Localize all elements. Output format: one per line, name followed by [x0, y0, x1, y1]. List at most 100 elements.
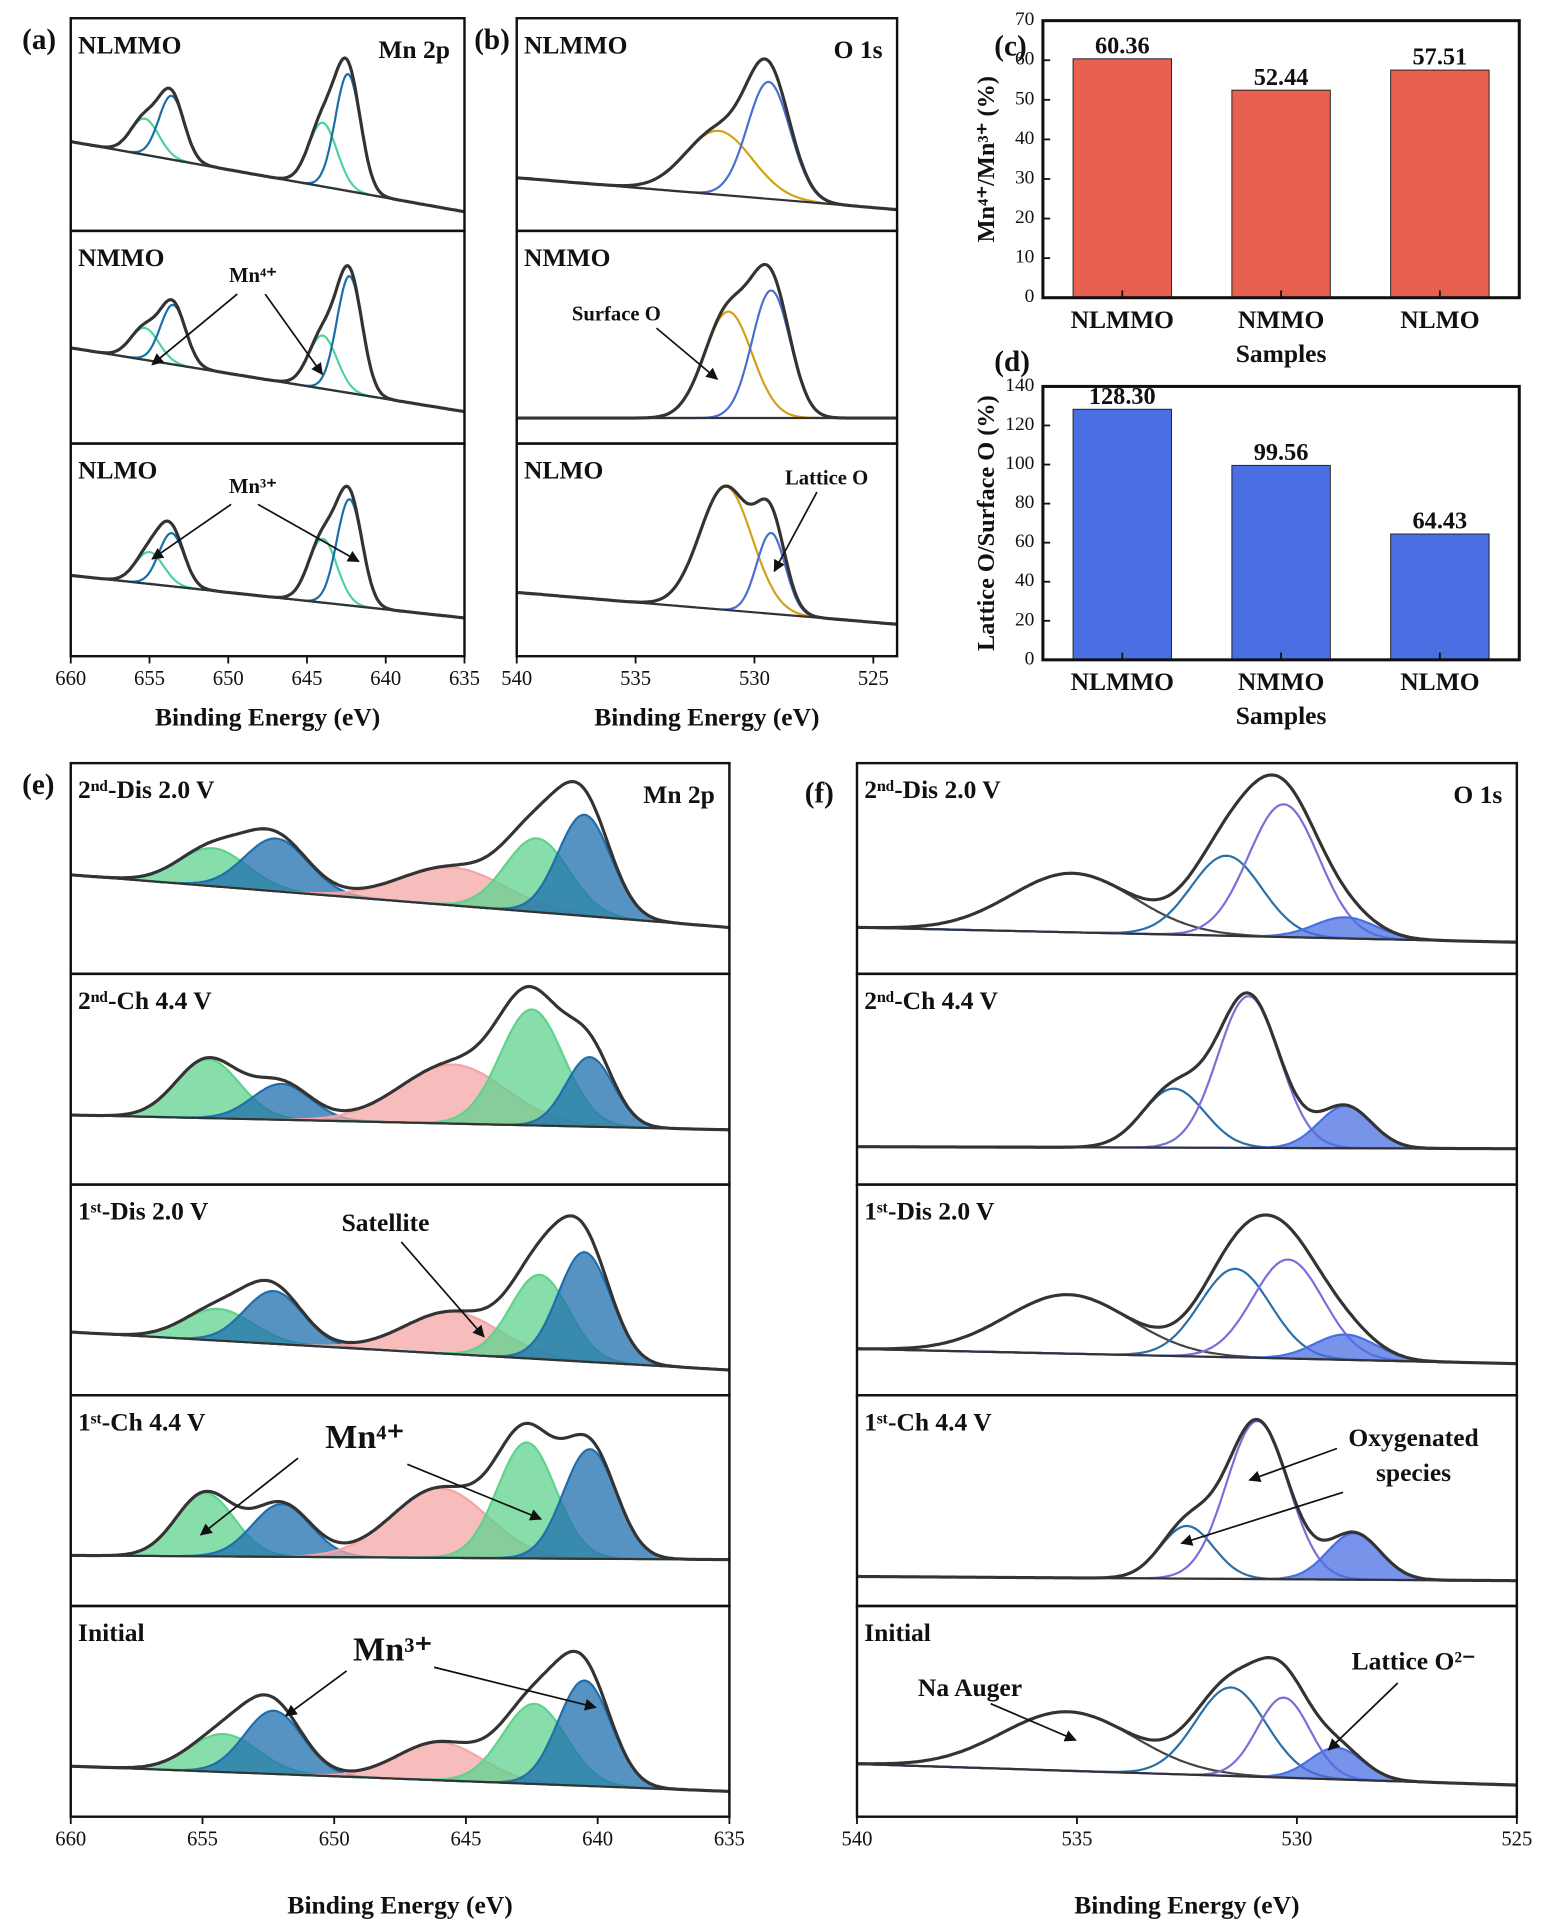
subpanel-frame — [855, 1604, 1519, 1818]
component-area — [70, 814, 730, 928]
annotation-arrow — [257, 503, 360, 563]
panel-title: O 1s — [834, 35, 883, 64]
component-area — [856, 1747, 1517, 1786]
x-tick-label: 640 — [582, 1829, 613, 1851]
y-tick-label: 120 — [1005, 414, 1034, 435]
bar — [1072, 408, 1173, 661]
annotation-arrow — [773, 491, 818, 573]
x-tick-label: NLMO — [1400, 667, 1479, 696]
component-area — [70, 1742, 730, 1792]
subpanel-label: 1ˢᵗ-Ch 4.4 V — [78, 1407, 206, 1436]
component-area — [70, 1252, 730, 1371]
y-tick-label: 100 — [1005, 453, 1034, 474]
y-tick-label: 60 — [1015, 49, 1034, 70]
annotation: Lattice O²⁻ — [1352, 1646, 1476, 1675]
x-tick-label: NMMO — [1238, 667, 1324, 696]
component-area — [70, 1064, 730, 1130]
bar — [1390, 69, 1490, 299]
y-axis-label: Mn⁴⁺/Mn³⁺ (%) — [973, 76, 1000, 242]
panel-label: (f) — [805, 778, 834, 810]
panel-frame — [516, 18, 898, 657]
subpanel-label: Initial — [864, 1618, 931, 1647]
envelope-line — [856, 991, 1517, 1151]
subpanel-label: 2ⁿᵈ-Ch 4.4 V — [78, 986, 212, 1015]
component-area — [856, 917, 1517, 943]
x-axis-label: Binding Energy (eV) — [155, 702, 380, 731]
value-label: 52.44 — [1254, 64, 1309, 91]
subpanel-label: 1ˢᵗ-Dis 2.0 V — [78, 1197, 209, 1226]
x-tick-label: 660 — [55, 1829, 86, 1851]
x-tick-label: NMMO — [1238, 305, 1324, 334]
x-tick-label: 635 — [449, 668, 480, 690]
panel-label: (d) — [994, 346, 1030, 378]
value-label: 64.43 — [1413, 508, 1468, 535]
envelope-line — [856, 773, 1517, 944]
y-tick-label: 50 — [1015, 88, 1034, 109]
envelope-line — [856, 1417, 1517, 1583]
envelope-line — [70, 984, 730, 1132]
background-line — [70, 1330, 730, 1372]
y-tick-label: 40 — [1015, 570, 1034, 591]
panel-label: (c) — [994, 30, 1026, 62]
subpanel-label: NLMO — [78, 456, 157, 485]
component-area — [70, 1057, 730, 1130]
component-area — [856, 1533, 1517, 1581]
subpanel-label: 2ⁿᵈ-Dis 2.0 V — [864, 775, 1001, 804]
background-line — [856, 926, 1517, 944]
subpanel-label: NLMMO — [78, 30, 181, 59]
panel-title: Mn 2p — [643, 780, 715, 809]
annotation-arrow — [990, 1702, 1077, 1742]
x-axis-label: Binding Energy (eV) — [594, 702, 819, 731]
subpanel-frame — [515, 442, 899, 658]
annotation: Mn⁴⁺ — [325, 1419, 404, 1456]
annotation-arrow — [655, 327, 719, 380]
component-area — [856, 1334, 1517, 1364]
envelope-line — [856, 1213, 1517, 1366]
background-line — [70, 1113, 730, 1131]
x-axis-label: Binding Energy (eV) — [1074, 1891, 1299, 1920]
x-tick-label: NLMMO — [1071, 305, 1174, 334]
subpanel-label: Initial — [78, 1618, 145, 1647]
x-tick-label: 540 — [501, 668, 532, 690]
subpanel-label: 1ˢᵗ-Dis 2.0 V — [864, 1197, 995, 1226]
annotation-arrow — [264, 293, 323, 376]
component-area — [70, 1311, 730, 1371]
annotation: Surface O — [572, 304, 661, 326]
envelope-line — [856, 1656, 1517, 1787]
component-area — [856, 1106, 1517, 1149]
panel-label: (b) — [474, 24, 510, 56]
y-tick-label: 80 — [1015, 492, 1034, 513]
y-axis-label: Lattice O/Surface O (%) — [973, 395, 1000, 651]
x-axis-label: Samples — [1236, 701, 1327, 730]
background-line — [70, 1554, 730, 1561]
subpanel-label: NLMMO — [524, 30, 627, 59]
panel-title: Mn 2p — [378, 35, 450, 64]
background-line — [70, 1765, 730, 1793]
x-tick-label: 650 — [319, 1829, 350, 1851]
annotation: Mn³⁺ — [353, 1631, 432, 1668]
subpanel-frame — [69, 1604, 731, 1818]
y-tick-label: 60 — [1015, 531, 1034, 552]
annotation: Mn³⁺ — [229, 476, 277, 498]
bar — [1231, 464, 1331, 661]
envelope-line — [516, 484, 898, 626]
component-area — [70, 1680, 730, 1792]
x-tick-label: 655 — [134, 668, 165, 690]
component-area — [70, 838, 730, 928]
annotation-arrow — [433, 1666, 597, 1711]
x-tick-label: 645 — [450, 1829, 481, 1851]
x-tick-label: 530 — [1281, 1829, 1312, 1851]
bar — [1072, 58, 1173, 299]
value-label: 99.56 — [1254, 439, 1309, 466]
y-tick-label: 20 — [1015, 609, 1034, 630]
plot-frame — [1041, 19, 1521, 300]
envelope-line — [516, 57, 898, 212]
subpanel-label: 2ⁿᵈ-Ch 4.4 V — [864, 986, 998, 1015]
x-tick-label: 650 — [213, 668, 244, 690]
component-area — [70, 1449, 730, 1560]
x-tick-label: 525 — [858, 668, 889, 690]
component-area — [70, 1710, 730, 1792]
x-tick-label: 635 — [714, 1829, 745, 1851]
y-tick-label: 70 — [1015, 9, 1034, 30]
